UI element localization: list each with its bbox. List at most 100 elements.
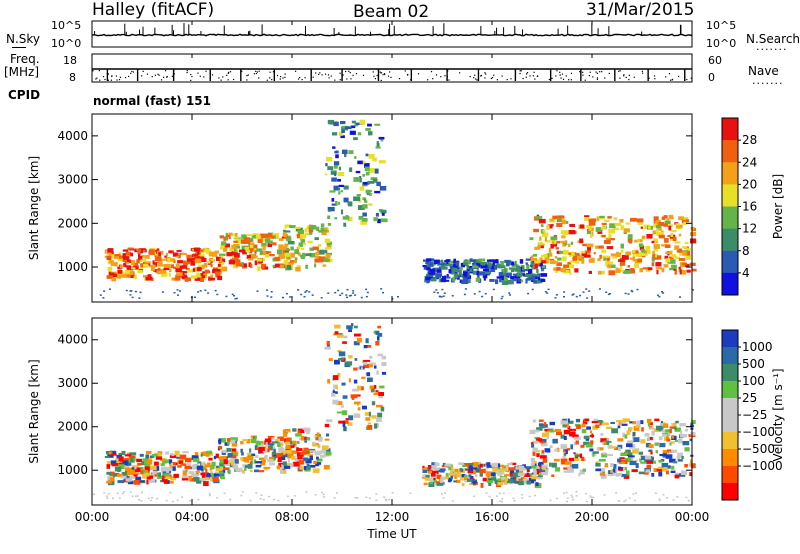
nave-dot [604,77,606,79]
velocity-echo-cell [273,454,277,457]
velocity-echo-cell [629,427,633,431]
velocity-echo-cell [461,483,465,487]
nave-dot [348,70,350,72]
power-echo-cell [484,269,490,272]
noise-right-tick-bottom: 10^0 [706,37,737,50]
velocity-echo-cell [592,425,598,430]
velocity-echo-cell [614,447,621,450]
power-echo-cell [537,276,541,281]
velocity-echo-cell [124,454,132,457]
power-echo-cell [465,275,469,280]
velocity-colorbar-segment [722,466,738,484]
velocity-echo-cell [206,450,212,455]
power-echo-cell [429,272,434,276]
power-echo-cell [462,271,468,277]
velocity-echo-cell [173,473,179,478]
freq-panel-frame [91,53,693,83]
power-near-range-cell [282,296,284,299]
power-echo-cell [278,244,284,250]
power-echo-cell [581,259,585,264]
power-near-range-cell [177,294,179,296]
velocity-echo-cell [679,423,686,427]
velocity-echo-cell [613,464,617,469]
power-echo-cell [540,254,544,257]
power-echo-cell [455,268,462,273]
power-echo-cell [446,274,449,278]
velocity-near-range-cell [259,497,262,500]
power-echo-cell [620,249,624,253]
power-echo-cell [225,232,228,237]
power-colorbar-tick-label: 20 [742,177,757,191]
nave-dot [339,72,341,74]
power-colorbar-segment [722,250,738,274]
power-echo-cell [331,198,335,202]
power-echo-cell [477,274,480,280]
power-echo-cell [630,217,637,222]
power-echo-cell [177,254,181,259]
power-echo-cell [574,259,580,264]
velocity-echo-cell [174,450,180,456]
velocity-echo-cell [501,470,505,475]
power-echo-cell [245,249,250,253]
velocity-echo-cell [177,465,182,468]
velocity-echo-cell [306,430,310,435]
power-echo-cell [287,241,295,245]
velocity-near-range-cell [208,493,211,495]
velocity-echo-cell [434,467,440,472]
power-echo-cell [122,249,129,252]
velocity-echo-cell [348,415,354,420]
power-echo-cell [552,215,558,220]
velocity-echo-cell [145,454,150,460]
velocity-echo-cell [157,475,163,479]
power-echo-cell [225,235,228,241]
velocity-echo-cell [193,477,200,482]
power-echo-cell [315,256,321,259]
velocity-near-range-cell [273,498,276,501]
velocity-echo-cell [244,458,249,463]
power-echo-cell [685,255,691,260]
power-near-range-cell [129,290,132,292]
power-echo-cell [679,269,683,275]
velocity-echo-cell [689,438,692,442]
nave-dot [427,79,429,81]
velocity-echo-cell [589,434,595,437]
power-echo-cell [141,255,145,258]
power-echo-cell [175,267,182,273]
power-echo-cell [658,234,665,239]
velocity-echo-cell [469,483,475,486]
power-echo-cell [586,243,594,248]
power-echo-cell [138,253,141,258]
velocity-echo-cell [271,451,277,455]
velocity-echo-cell [125,461,132,466]
velocity-echo-cell [241,452,244,456]
velocity-echo-cell [326,448,331,453]
power-near-range-cell [234,298,237,300]
velocity-echo-cell [371,415,377,419]
velocity-echo-cell [491,477,497,481]
velocity-echo-cell [302,427,305,430]
cpid-text: normal (fast) 151 [93,94,211,108]
nave-dot [690,77,692,79]
xtick-label: 04:00 [175,510,210,524]
velocity-near-range-cell [336,492,338,494]
power-echo-cell [139,248,146,251]
power-echo-cell [665,251,673,255]
velocity-echo-cell [575,440,579,445]
power-near-range-cell [365,295,368,298]
power-echo-cell [297,229,305,234]
power-echo-cell [609,223,616,229]
power-echo-cell [478,258,486,262]
velocity-echo-cell [514,465,517,471]
power-echo-cell [620,225,625,231]
nsearch-label: N.Search [746,32,800,46]
velocity-echo-cell [565,461,572,465]
power-echo-cell [671,254,677,258]
velocity-echo-cell [536,438,543,442]
nave-dot [387,75,390,77]
power-echo-cell [343,222,347,227]
nave-dot [520,70,522,72]
power-echo-cell [669,267,675,271]
power-echo-cell [370,177,378,181]
power-echo-cell [299,254,306,258]
power-echo-cell [187,269,194,273]
